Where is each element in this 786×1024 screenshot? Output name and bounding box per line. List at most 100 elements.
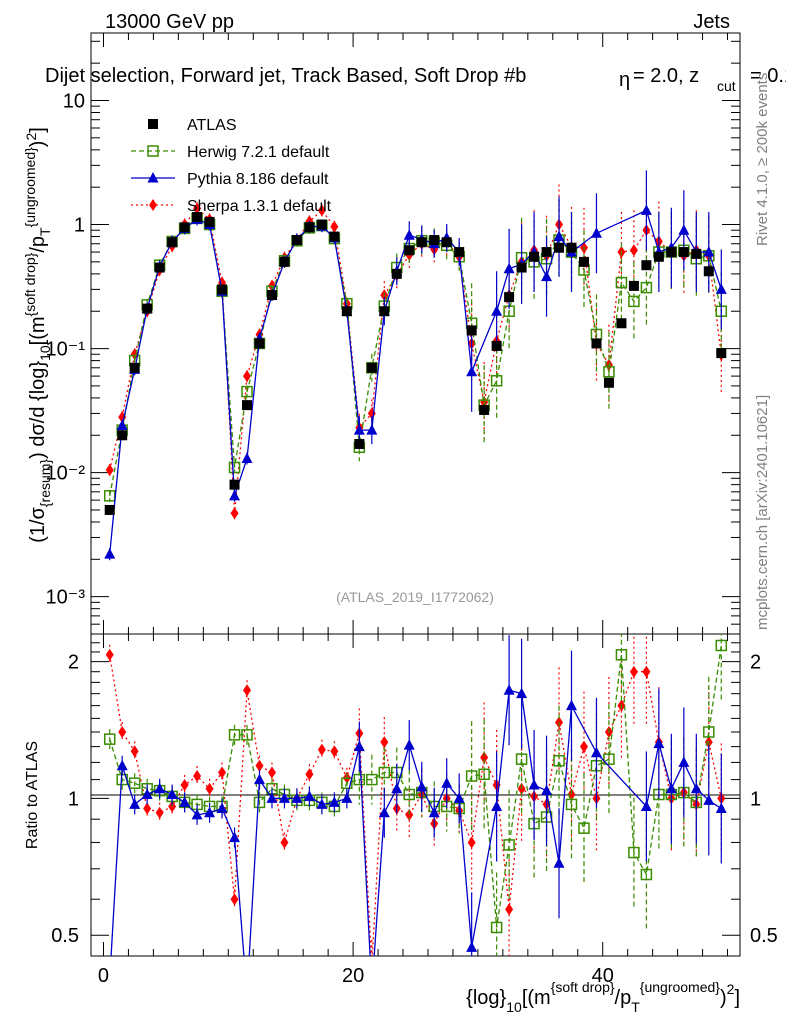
herwig-ratio-point xyxy=(553,755,565,767)
herwig-ratio-point xyxy=(465,770,478,782)
sherpa-ratio-line xyxy=(109,654,722,956)
pythia-ratio-point xyxy=(541,784,553,796)
herwig-ratio-point xyxy=(715,639,728,652)
herwig-ratio-point xyxy=(640,868,653,881)
herwig-point xyxy=(640,281,653,294)
sherpa-ratio-point xyxy=(642,665,651,678)
ratio-tick-label-right: 2 xyxy=(750,652,761,674)
pythia-ratio-point xyxy=(653,737,665,749)
pythia-ratio-point xyxy=(204,806,216,818)
sherpa-ratio-point xyxy=(230,893,239,906)
main-plot-area xyxy=(103,170,728,561)
pythia-ratio-point xyxy=(266,792,278,803)
herwig-point xyxy=(103,490,116,502)
pythia-ratio-point xyxy=(640,800,652,811)
atlas-point xyxy=(666,247,677,258)
pythia-ratio-point xyxy=(378,806,390,818)
pythia-point xyxy=(715,283,727,294)
analysis-watermark: (ATLAS_2019_I1772062) xyxy=(336,589,494,605)
pythia-line xyxy=(109,209,722,555)
pythia-point xyxy=(541,270,553,282)
pythia-ratio-point xyxy=(690,782,702,794)
pythia-point xyxy=(241,452,253,463)
series-sherpa xyxy=(105,184,726,520)
plot-title-end: = 0.1 xyxy=(750,65,786,87)
pythia-point xyxy=(491,305,503,316)
legend-label: Herwig 7.2.1 default xyxy=(187,144,330,161)
herwig-point xyxy=(228,461,241,474)
series-atlas xyxy=(104,212,727,515)
atlas-point xyxy=(104,504,115,515)
ratio-tick-label: 2 xyxy=(68,652,79,674)
atlas-point xyxy=(516,262,527,273)
herwig-ratio-point xyxy=(228,729,241,741)
sherpa-point xyxy=(330,220,339,233)
atlas-point xyxy=(429,235,440,246)
pythia-point xyxy=(640,204,652,215)
y-tick-label: 1 xyxy=(74,215,85,237)
herwig-ratio-point xyxy=(603,753,615,765)
pythia-ratio-point xyxy=(441,777,453,788)
atlas-point xyxy=(603,377,614,388)
herwig-ratio-point xyxy=(628,846,640,859)
pythia-ratio-point xyxy=(590,746,602,758)
atlas-point xyxy=(466,325,477,336)
sherpa-ratio-point xyxy=(629,665,638,678)
atlas-point xyxy=(291,235,302,246)
y-tick-label: 10⁻³ xyxy=(46,587,86,609)
pythia-ratio-point xyxy=(416,780,428,792)
x-axis-title: {log}10[(m{soft drop}/pT{ungroomed})2] xyxy=(466,979,740,1015)
legend-marker xyxy=(148,119,158,129)
y-tick-label: 10⁻¹ xyxy=(46,339,86,361)
sherpa-ratio-point xyxy=(193,770,202,783)
pythia-ratio-point xyxy=(278,792,290,803)
sherpa-ratio-point xyxy=(143,802,152,815)
herwig-point xyxy=(615,276,628,289)
atlas-point xyxy=(204,216,215,227)
herwig-ratio-point xyxy=(503,839,515,851)
herwig-line xyxy=(109,217,722,496)
pythia-ratio-point xyxy=(179,796,191,807)
legend-marker xyxy=(147,172,159,183)
pythia-point xyxy=(590,227,602,238)
legend: ATLAS Herwig 7.2.1 default Pythia 8.186 de… xyxy=(131,117,332,215)
pythia-ratio-point xyxy=(191,808,203,820)
mcplots-label: mcplots.cern.ch [arXiv:2401.10621] xyxy=(754,395,771,630)
herwig-ratio-point xyxy=(378,766,391,779)
pythia-ratio-line xyxy=(110,689,722,956)
sherpa-point xyxy=(230,507,239,520)
pythia-point xyxy=(703,246,715,257)
atlas-point xyxy=(242,400,253,411)
plot-title: Dijet selection, Forward jet, Track Base… xyxy=(45,65,786,94)
axis-ticks: 0 20 40 10⁻³ 10⁻² 10⁻¹ 1 10 0.5 0.5 1 1 2 2 xyxy=(46,33,778,987)
pythia-ratio-point xyxy=(341,792,353,803)
atlas-point xyxy=(441,237,452,248)
plot-title-subscript: cut xyxy=(717,78,736,94)
pythia-point xyxy=(553,230,565,242)
herwig-ratio-point xyxy=(703,726,715,738)
pythia-ratio-point xyxy=(516,687,528,699)
pythia-point xyxy=(353,424,365,435)
pythia-ratio-point xyxy=(166,788,178,799)
header-energy: 13000 GeV pp xyxy=(105,11,234,33)
pythia-ratio-point xyxy=(703,794,715,805)
sherpa-ratio-point xyxy=(267,766,276,779)
y-axis-title: (1/σ{resum}) dσ/d {log}10[(m{soft drop}/… xyxy=(22,127,53,543)
herwig-point xyxy=(603,366,615,378)
sherpa-point xyxy=(105,463,114,476)
sherpa-ratio-point xyxy=(218,766,227,779)
sherpa-ratio-point xyxy=(168,800,177,813)
pythia-point xyxy=(466,365,478,377)
herwig-ratio-point xyxy=(478,768,490,781)
legend-label: Sherpa 1.3.1 default xyxy=(187,198,332,215)
pythia-ratio-point xyxy=(129,798,141,809)
sherpa-ratio-point xyxy=(205,782,214,795)
pythia-ratio-point xyxy=(503,684,515,695)
pythia-ratio-point xyxy=(291,792,303,803)
sherpa-ratio-point xyxy=(255,759,264,772)
pythia-ratio-point xyxy=(154,782,166,794)
pythia-point xyxy=(678,224,690,235)
pythia-point xyxy=(104,548,116,559)
ratio-axis-title: Ratio to ATLAS xyxy=(24,741,41,849)
herwig-ratio-point xyxy=(341,777,353,789)
